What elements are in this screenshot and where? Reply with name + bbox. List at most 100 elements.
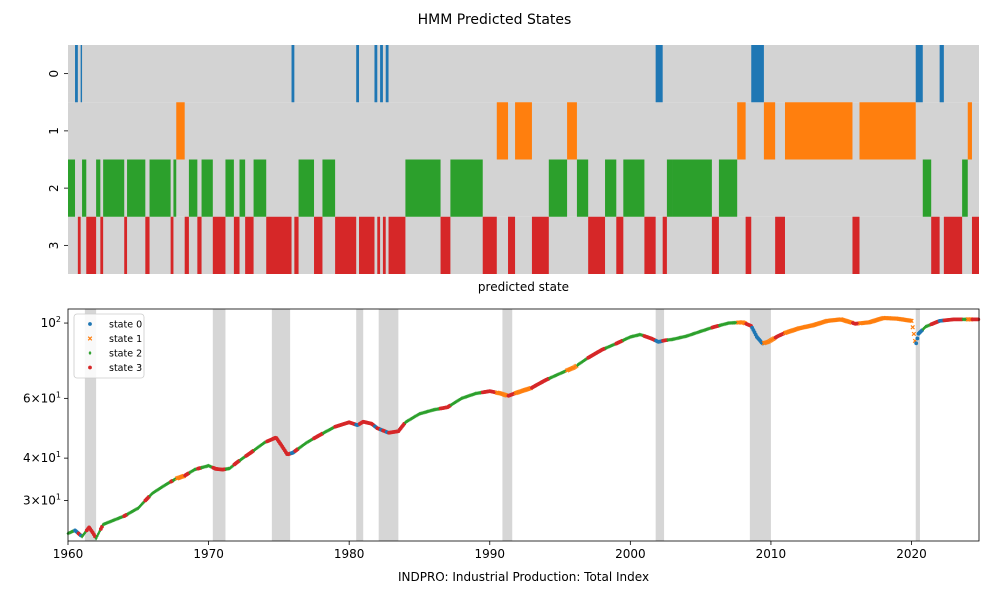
data-point-state-2 [608, 343, 612, 349]
data-point-state-2 [321, 430, 325, 436]
scatter-x-label: INDPRO: Industrial Production: Total Ind… [398, 570, 649, 584]
x-tick-label: 2020 [896, 547, 927, 561]
data-point-state-2 [558, 371, 562, 376]
recession-band [212, 309, 226, 541]
state-3-mark [588, 216, 606, 274]
data-point-state-1 [909, 318, 914, 324]
data-point-state-2 [67, 530, 71, 536]
data-point-state-2 [133, 507, 137, 513]
state-0-mark [751, 45, 764, 103]
legend: state 0 state 1 state 2 state 3 [73, 313, 145, 379]
heatmap-row-label: 0 [47, 70, 61, 78]
x-tick-label: 2010 [756, 547, 787, 561]
state-1-mark [176, 102, 185, 160]
state-0-mark [356, 45, 360, 103]
state-3-mark [359, 216, 375, 274]
state-2-mark [718, 159, 738, 217]
data-point-state-2 [148, 493, 152, 498]
data-point-state-2 [304, 441, 308, 446]
state-3-mark [100, 216, 104, 274]
scatter-points [66, 315, 981, 541]
state-3-mark [616, 216, 624, 274]
state-3-mark [266, 216, 292, 274]
legend-label: state 3 [109, 363, 142, 374]
state-2-mark [922, 159, 932, 217]
data-point-state-2 [410, 415, 414, 421]
data-point-state-0 [915, 336, 920, 341]
heatmap-row-ticks: 0 1 2 3 [47, 70, 68, 249]
state-3-mark [197, 216, 202, 274]
data-point-state-2 [149, 492, 153, 497]
data-point-state-2 [119, 515, 123, 520]
state-0-mark [915, 45, 923, 103]
data-point-state-2 [130, 509, 134, 514]
data-point-state-2 [228, 466, 232, 471]
data-point-state-2 [300, 443, 304, 448]
data-point-state-2 [927, 323, 931, 328]
data-point-state-2 [101, 522, 105, 527]
state-2-mark [548, 159, 568, 217]
data-point-state-2 [331, 425, 335, 431]
state-2-mark [450, 159, 483, 217]
data-point-state-2 [559, 370, 563, 376]
state-2-mark [173, 159, 177, 217]
data-point-state-2 [297, 446, 301, 451]
state-3-mark [482, 216, 497, 274]
data-point-state-2 [118, 515, 122, 521]
state-2-mark [666, 159, 673, 217]
scatter-x-ticks: 1960 1970 1980 1990 2000 2010 2020 [53, 541, 927, 561]
data-point-state-2 [190, 468, 194, 474]
data-point-state-2 [132, 508, 136, 513]
data-point-state-2 [257, 444, 261, 449]
data-point-state-2 [256, 445, 260, 450]
data-point-state-2 [453, 400, 457, 405]
legend-marker [88, 365, 92, 370]
state-0-mark [291, 45, 295, 103]
state-3-mark [388, 216, 406, 274]
data-point-state-2 [112, 518, 116, 523]
data-point-state-2 [925, 324, 929, 329]
legend-marker [88, 350, 92, 356]
data-point-state-2 [135, 506, 139, 511]
state-0-mark [939, 45, 944, 103]
state-2-mark [225, 159, 234, 217]
data-point-state-2 [327, 427, 331, 432]
state-3-mark [294, 216, 299, 274]
state-2-mark [322, 159, 336, 217]
state-2-mark [605, 159, 617, 217]
data-point-state-2 [607, 344, 611, 349]
data-point-state-2 [163, 482, 167, 488]
data-point-state-2 [209, 464, 213, 469]
x-tick-label: 1960 [53, 547, 84, 561]
data-point-state-2 [84, 529, 88, 535]
state-2-mark [68, 159, 76, 217]
state-2-mark [253, 159, 267, 217]
data-point-state-2 [261, 441, 264, 447]
legend-label: state 2 [109, 349, 142, 360]
state-2-mark [103, 159, 125, 217]
y-tick-label: 3×101 [23, 493, 61, 508]
state-3-mark [943, 216, 963, 274]
state-3-mark [382, 216, 386, 274]
data-point-state-2 [576, 362, 580, 368]
data-point-state-2 [104, 521, 107, 526]
recession-band [271, 309, 291, 541]
state-2-mark [672, 159, 712, 217]
x-tick-label: 1970 [193, 547, 224, 561]
scatter-axes-frame [67, 308, 980, 542]
data-point-state-2 [323, 430, 327, 435]
data-point-state-2 [578, 361, 582, 366]
data-point-state-2 [305, 440, 309, 445]
data-point-state-1 [911, 331, 917, 337]
state-3-mark [852, 216, 860, 274]
data-point-state-2 [405, 419, 409, 424]
state-0-mark [80, 45, 83, 103]
state-2-mark [576, 159, 589, 217]
heatmap-x-label: predicted state [478, 280, 569, 294]
data-point-state-2 [625, 336, 629, 341]
recession-band [749, 309, 771, 541]
data-point-state-2 [605, 345, 609, 350]
x-tick-label: 1980 [334, 547, 365, 561]
scatter-y-ticks: 3×101 4×101 6×101 102 [23, 315, 68, 508]
